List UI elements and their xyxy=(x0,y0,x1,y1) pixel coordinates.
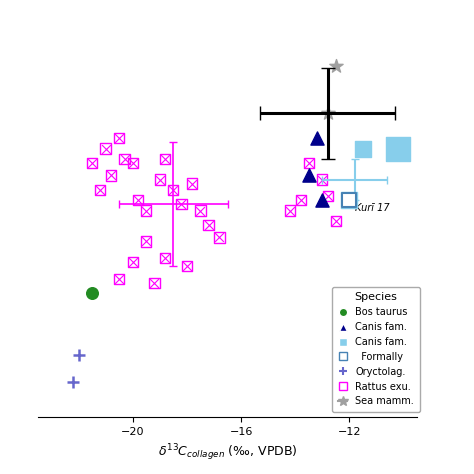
Point xyxy=(332,217,340,225)
Point xyxy=(115,275,123,283)
Point xyxy=(189,180,196,187)
Point xyxy=(162,254,169,262)
Point xyxy=(183,263,191,270)
Point xyxy=(216,234,223,241)
Point xyxy=(332,62,340,70)
Point xyxy=(346,196,353,204)
Point xyxy=(143,207,150,214)
Point xyxy=(324,192,331,200)
Point xyxy=(134,196,142,204)
Point xyxy=(170,186,177,194)
X-axis label: $\delta^{13}C_{collagen}$ (‰, VPDB): $\delta^{13}C_{collagen}$ (‰, VPDB) xyxy=(158,442,297,463)
Point xyxy=(134,196,142,204)
Point xyxy=(189,180,196,187)
Legend: Bos taurus, Canis fam., Canis fam.,   Formally, Oryctolag., Rattus exu., Sea mam: Bos taurus, Canis fam., Canis fam., Form… xyxy=(332,287,420,412)
Point xyxy=(88,289,96,297)
Point xyxy=(297,196,304,204)
Point xyxy=(143,237,150,245)
Point xyxy=(129,159,137,167)
Point xyxy=(394,145,402,152)
Point xyxy=(96,186,104,194)
Point xyxy=(197,207,204,214)
Point xyxy=(162,254,169,262)
Point xyxy=(305,172,312,179)
Point xyxy=(346,196,353,204)
Point xyxy=(170,186,177,194)
Point xyxy=(162,155,169,163)
Point xyxy=(102,145,109,152)
Point xyxy=(183,263,191,270)
Point xyxy=(319,176,326,183)
Point xyxy=(115,135,123,142)
Point xyxy=(319,176,326,183)
Point xyxy=(143,207,150,214)
Point xyxy=(305,159,312,167)
Point xyxy=(102,145,109,152)
Point xyxy=(178,201,185,208)
Point xyxy=(129,258,137,266)
Point xyxy=(107,172,115,179)
Point xyxy=(121,155,128,163)
Point xyxy=(324,109,331,117)
Point xyxy=(178,201,185,208)
Point xyxy=(305,159,312,167)
Point xyxy=(115,275,123,283)
Text: Kurī 17: Kurī 17 xyxy=(355,202,390,212)
Point xyxy=(151,279,158,287)
Point xyxy=(88,159,96,167)
Point xyxy=(143,237,150,245)
Point xyxy=(205,221,212,229)
Point xyxy=(121,155,128,163)
Point xyxy=(129,258,137,266)
Point xyxy=(332,217,340,225)
Point xyxy=(197,207,204,214)
Point xyxy=(216,234,223,241)
Point xyxy=(107,172,115,179)
Point xyxy=(88,159,96,167)
Point xyxy=(156,176,164,183)
Point xyxy=(359,145,367,152)
Point xyxy=(151,279,158,287)
Point xyxy=(313,135,321,142)
Point xyxy=(286,207,293,214)
Point xyxy=(129,159,137,167)
Point xyxy=(156,176,164,183)
Point xyxy=(115,135,123,142)
Point xyxy=(324,192,331,200)
Point xyxy=(319,196,326,204)
Point xyxy=(96,186,104,194)
Point xyxy=(286,207,293,214)
Point xyxy=(162,155,169,163)
Point xyxy=(297,196,304,204)
Point xyxy=(205,221,212,229)
